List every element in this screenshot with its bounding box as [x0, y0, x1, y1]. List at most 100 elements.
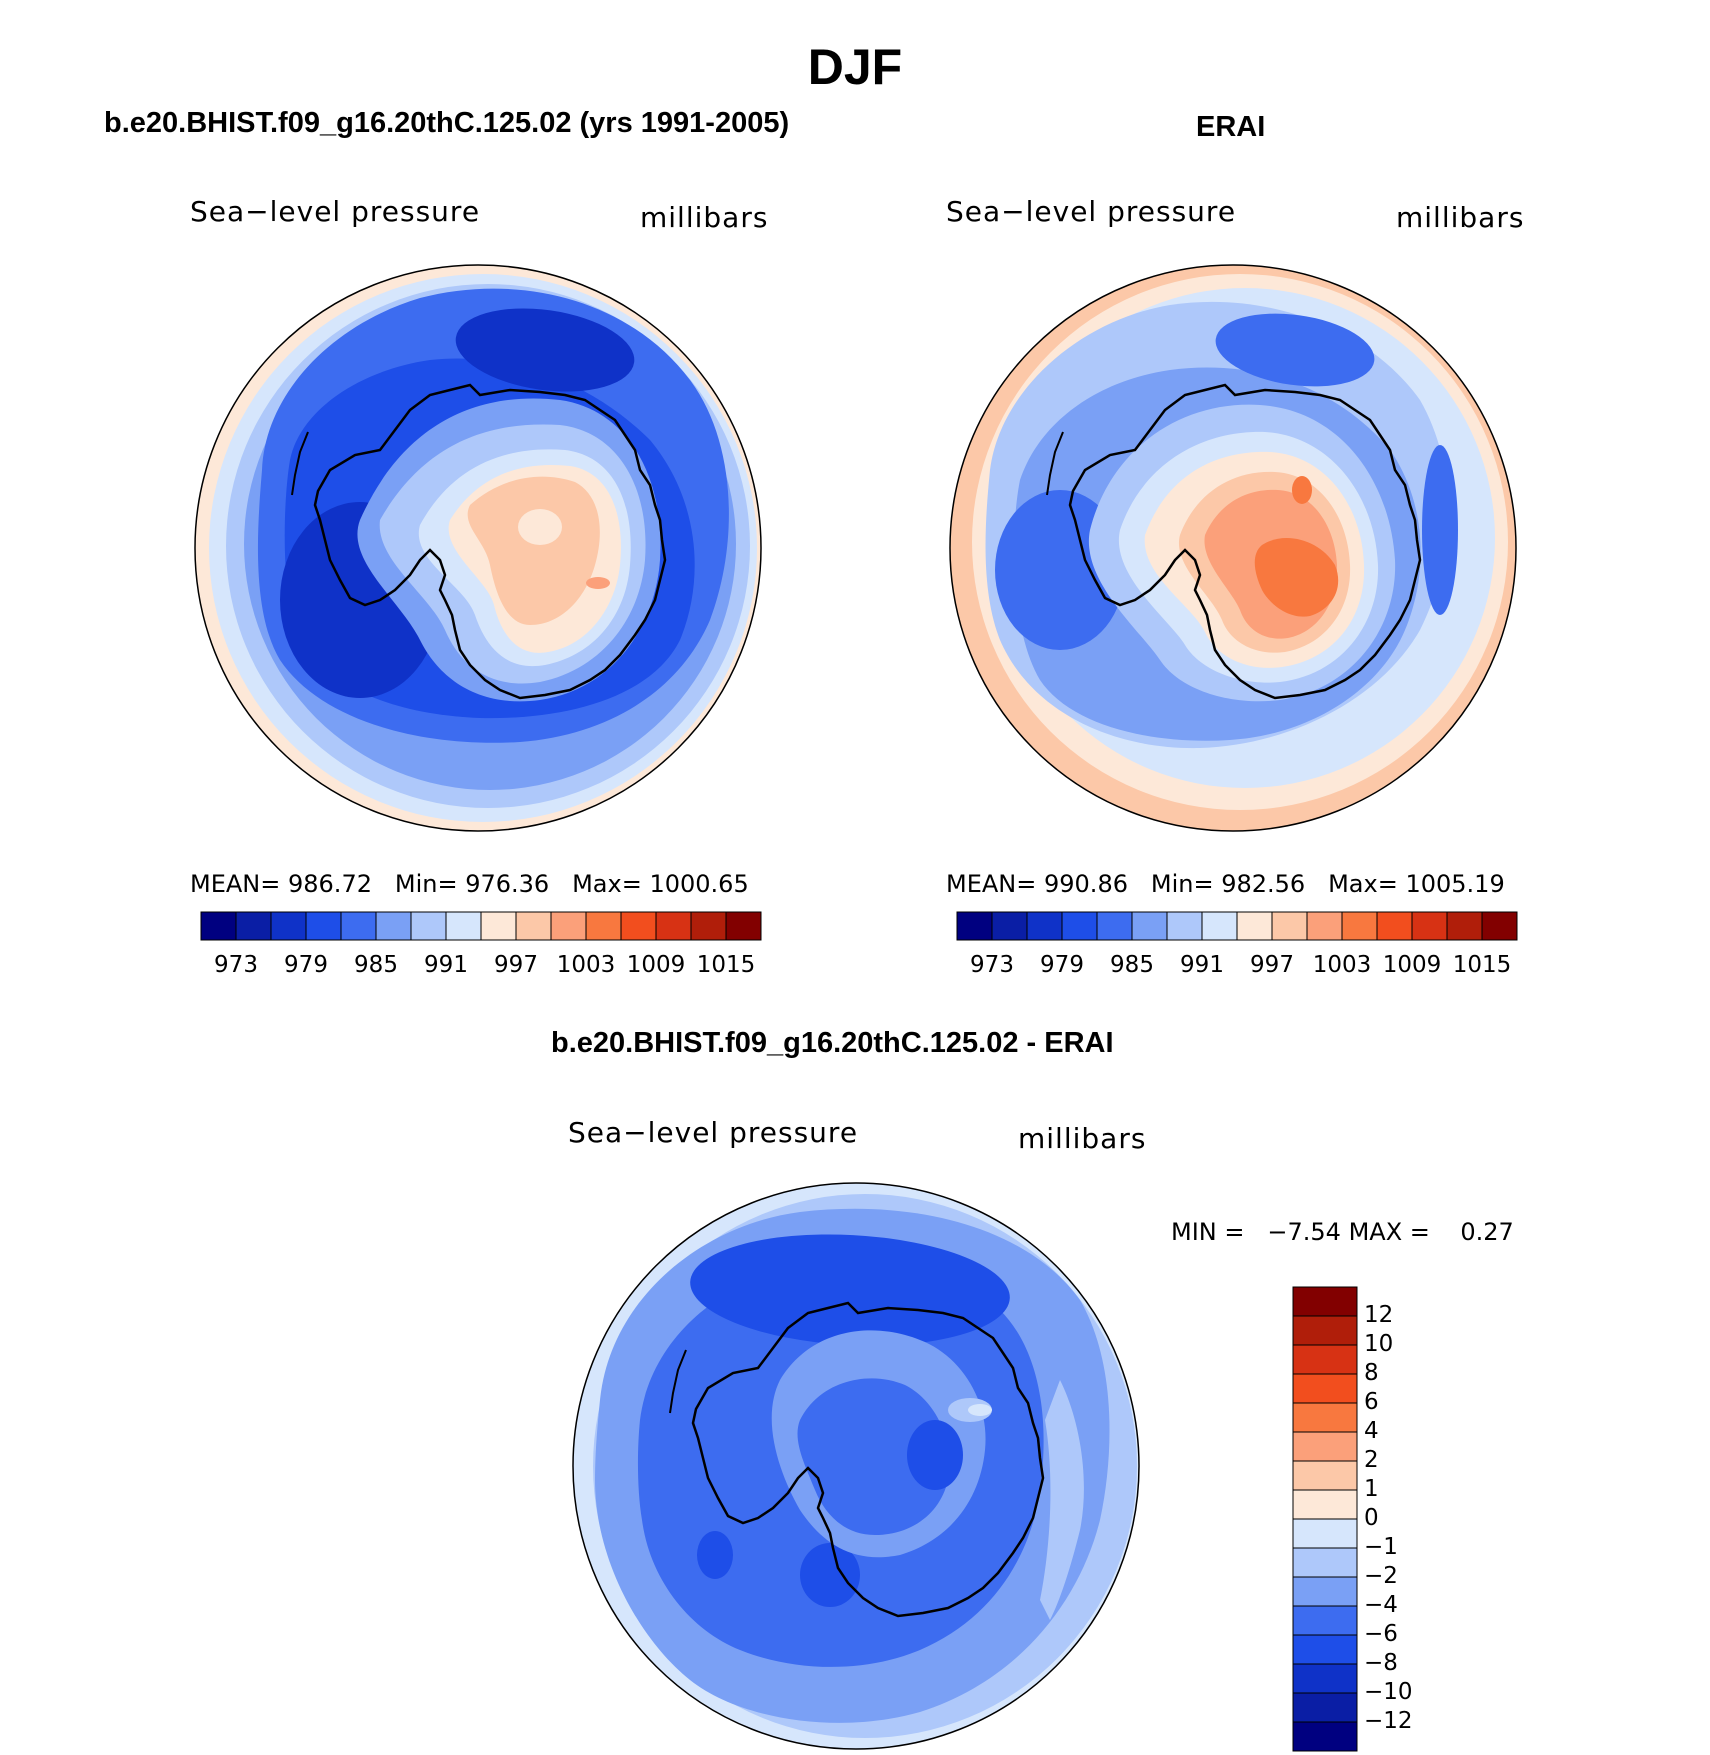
diff-min-label: MIN = — [1171, 1218, 1245, 1246]
obs-stats: MEAN= 990.86 Min= 982.56 Max= 1005.19 — [946, 870, 1505, 898]
diff-max-value: 0.27 — [1460, 1218, 1514, 1246]
model-colorbar-tick: 973 — [214, 952, 258, 978]
model-colorbar-tick: 997 — [494, 952, 538, 978]
obs-colorbar-tick: 973 — [970, 952, 1014, 978]
diff-colorbar-box — [1292, 1489, 1358, 1520]
model-colorbar-tick: 985 — [354, 952, 398, 978]
obs-colorbar-box — [1236, 911, 1273, 941]
model-mean-value: 986.72 — [288, 870, 372, 898]
diff-colorbar-box — [1292, 1605, 1358, 1636]
obs-max-label: Max= — [1328, 870, 1398, 898]
model-colorbar-tick: 979 — [284, 952, 328, 978]
diff-colorbar-tick: 6 — [1364, 1389, 1379, 1415]
diff-panel-title: b.e20.BHIST.f09_g16.20thC.125.02 - ERAI — [551, 1027, 1114, 1059]
diff-colorbar-box — [1292, 1576, 1358, 1607]
obs-units-label: millibars — [1396, 201, 1525, 234]
obs-colorbar-box — [991, 911, 1028, 941]
model-max-label: Max= — [572, 870, 642, 898]
obs-min-label: Min= — [1150, 870, 1214, 898]
model-min-label: Min= — [394, 870, 458, 898]
diff-colorbar-box — [1292, 1663, 1358, 1694]
obs-colorbar-tick: 985 — [1110, 952, 1154, 978]
diff-max-label: MAX = — [1348, 1218, 1430, 1246]
diff-colorbar-tick: −6 — [1364, 1621, 1398, 1647]
model-min-value: 976.36 — [465, 870, 550, 898]
model-colorbar-tick: 1009 — [626, 952, 686, 978]
diff-colorbar — [1292, 1286, 1358, 1752]
obs-colorbar-box — [1481, 911, 1518, 941]
model-stats: MEAN= 986.72 Min= 976.36 Max= 1000.65 — [190, 870, 749, 898]
model-colorbar-box — [480, 911, 517, 941]
model-colorbar-box — [305, 911, 342, 941]
obs-colorbar-box — [1411, 911, 1448, 941]
obs-colorbar-box — [1061, 911, 1098, 941]
obs-panel-title: ERAI — [1196, 111, 1266, 143]
model-panel-title: b.e20.BHIST.f09_g16.20thC.125.02 (yrs 19… — [104, 107, 790, 139]
model-colorbar-box — [515, 911, 552, 941]
diff-colorbar-tick: −2 — [1364, 1563, 1398, 1589]
model-colorbar-box — [620, 911, 657, 941]
model-units-label: millibars — [640, 201, 769, 234]
model-variable-label: Sea−level pressure — [190, 195, 481, 228]
diff-colorbar-box — [1292, 1286, 1358, 1317]
diff-colorbar-tick: 10 — [1364, 1331, 1394, 1357]
obs-colorbar-box — [1026, 911, 1063, 941]
figure-title: DJF — [807, 39, 903, 95]
obs-colorbar-box — [1271, 911, 1308, 941]
diff-colorbar-box — [1292, 1721, 1358, 1752]
model-colorbar-tick: 1015 — [696, 952, 756, 978]
diff-colorbar-tick: −12 — [1364, 1708, 1413, 1734]
diff-colorbar-box — [1292, 1460, 1358, 1491]
model-colorbar-box — [655, 911, 692, 941]
diff-colorbar-tick: 1 — [1364, 1476, 1379, 1502]
diff-units-label: millibars — [1018, 1122, 1147, 1155]
model-colorbar-box — [340, 911, 377, 941]
model-colorbar-box — [585, 911, 622, 941]
diff-colorbar-box — [1292, 1518, 1358, 1549]
model-colorbar-tick: 991 — [424, 952, 468, 978]
diff-colorbar-box — [1292, 1373, 1358, 1404]
model-colorbar-box — [270, 911, 307, 941]
obs-colorbar-box — [1201, 911, 1238, 941]
diff-colorbar-box — [1292, 1344, 1358, 1375]
obs-colorbar-tick: 1003 — [1312, 952, 1372, 978]
model-colorbar-box — [235, 911, 272, 941]
diff-colorbar-tick: −1 — [1364, 1534, 1398, 1560]
obs-colorbar-box — [1306, 911, 1343, 941]
obs-colorbar-tick: 997 — [1250, 952, 1294, 978]
obs-colorbar-tick: 1015 — [1452, 952, 1512, 978]
diff-min-value: −7.54 — [1267, 1218, 1341, 1246]
model-colorbar-tick: 1003 — [556, 952, 616, 978]
model-colorbar — [200, 911, 762, 941]
diff-colorbar-tick: 4 — [1364, 1418, 1379, 1444]
diff-colorbar-tick: −8 — [1364, 1650, 1398, 1676]
obs-colorbar-tick: 979 — [1040, 952, 1084, 978]
diff-colorbar-tick: 0 — [1364, 1505, 1379, 1531]
diff-stats: MIN = −7.54 MAX = 0.27 — [1171, 1218, 1514, 1246]
obs-colorbar-box — [1131, 911, 1168, 941]
obs-max-value: 1005.19 — [1405, 870, 1505, 898]
model-colorbar-box — [550, 911, 587, 941]
diff-colorbar-tick: 2 — [1364, 1447, 1379, 1473]
obs-variable-label: Sea−level pressure — [946, 195, 1237, 228]
obs-min-value: 982.56 — [1221, 870, 1306, 898]
obs-colorbar — [956, 911, 1518, 941]
obs-colorbar-box — [1166, 911, 1203, 941]
diff-colorbar-box — [1292, 1547, 1358, 1578]
model-colorbar-box — [410, 911, 447, 941]
model-mean-label: MEAN= — [190, 870, 281, 898]
model-colorbar-box — [445, 911, 482, 941]
model-colorbar-box — [725, 911, 762, 941]
obs-colorbar-box — [1376, 911, 1413, 941]
diff-colorbar-box — [1292, 1692, 1358, 1723]
obs-colorbar-tick: 1009 — [1382, 952, 1442, 978]
model-max-value: 1000.65 — [649, 870, 749, 898]
diff-variable-label: Sea−level pressure — [568, 1116, 859, 1149]
model-colorbar-box — [690, 911, 727, 941]
model-colorbar-box — [200, 911, 237, 941]
obs-mean-label: MEAN= — [946, 870, 1037, 898]
diff-colorbar-tick: 8 — [1364, 1360, 1379, 1386]
diff-colorbar-tick: 12 — [1364, 1302, 1394, 1328]
diff-colorbar-box — [1292, 1315, 1358, 1346]
obs-colorbar-box — [1341, 911, 1378, 941]
